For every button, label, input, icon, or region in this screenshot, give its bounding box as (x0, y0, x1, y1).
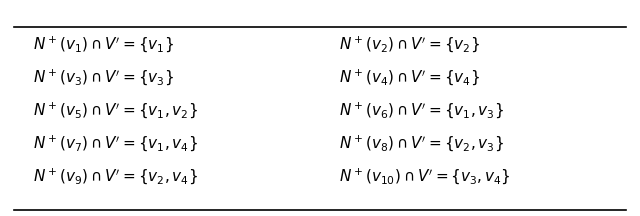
Text: $N^+(v_5) \cap V^\prime = \{v_1, v_2\}$: $N^+(v_5) \cap V^\prime = \{v_1, v_2\}$ (33, 100, 198, 120)
Text: $N^+(v_6) \cap V^\prime = \{v_1, v_3\}$: $N^+(v_6) \cap V^\prime = \{v_1, v_3\}$ (339, 100, 504, 120)
Text: $N^+(v_{10}) \cap V^\prime = \{v_3, v_4\}$: $N^+(v_{10}) \cap V^\prime = \{v_3, v_4\… (339, 166, 511, 186)
Text: $N^+(v_9) \cap V^\prime = \{v_2, v_4\}$: $N^+(v_9) \cap V^\prime = \{v_2, v_4\}$ (33, 166, 198, 186)
Text: $N^+(v_4) \cap V^\prime = \{v_4\}$: $N^+(v_4) \cap V^\prime = \{v_4\}$ (339, 67, 480, 87)
Text: $N^+(v_8) \cap V^\prime = \{v_2, v_3\}$: $N^+(v_8) \cap V^\prime = \{v_2, v_3\}$ (339, 133, 504, 153)
Text: $N^+(v_7) \cap V^\prime = \{v_1, v_4\}$: $N^+(v_7) \cap V^\prime = \{v_1, v_4\}$ (33, 133, 198, 153)
Text: $N^+(v_1) \cap V^\prime = \{v_1\}$: $N^+(v_1) \cap V^\prime = \{v_1\}$ (33, 34, 174, 54)
Text: $N^+(v_3) \cap V^\prime = \{v_3\}$: $N^+(v_3) \cap V^\prime = \{v_3\}$ (33, 67, 174, 87)
Text: $N^+(v_2) \cap V^\prime = \{v_2\}$: $N^+(v_2) \cap V^\prime = \{v_2\}$ (339, 34, 480, 54)
